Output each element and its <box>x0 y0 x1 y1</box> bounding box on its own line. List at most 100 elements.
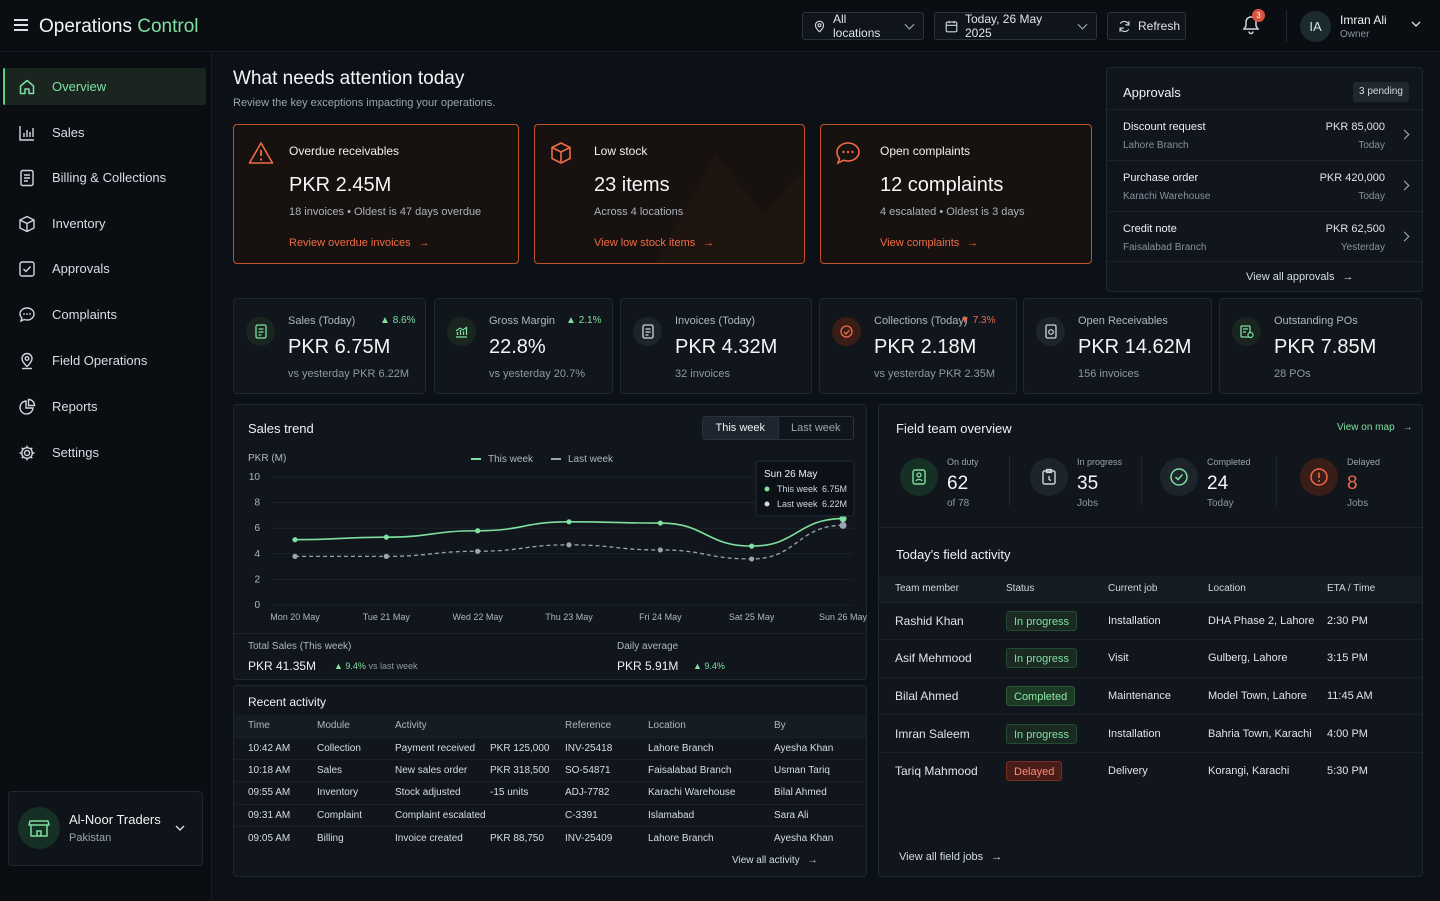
sidebar-item-settings[interactable]: Settings <box>3 434 206 471</box>
table-cell: Bilal Ahmed <box>895 688 959 703</box>
alert-link[interactable]: View complaints → <box>880 237 979 249</box>
view-on-map-link[interactable]: View on map → <box>1337 422 1413 433</box>
approval-location: Faisalabad Branch <box>1123 242 1207 253</box>
sidebar-item-label: Field Operations <box>52 353 148 368</box>
kpi-card-margin[interactable]: Gross Margin ▲ 2.1% 22.8% vs yesterday 2… <box>434 298 613 394</box>
table-header-bg <box>234 715 866 737</box>
approval-amount: PKR 85,000 <box>1325 121 1385 133</box>
sidebar-item-field-operations[interactable]: Field Operations <box>3 342 206 379</box>
table-cell: Bahria Town, Karachi <box>1208 727 1312 740</box>
data-point <box>383 553 389 559</box>
receipt-icon <box>20 169 34 186</box>
kpi-sub: vs yesterday PKR 6.22M <box>288 368 410 380</box>
stat-value: 24 <box>1207 473 1229 494</box>
table-cell: 2:30 PM <box>1327 614 1368 627</box>
refresh-button[interactable]: Refresh <box>1107 12 1186 40</box>
table-row[interactable]: 09:05 AM Billing Invoice created PKR 88,750… <box>234 826 866 849</box>
data-point <box>292 553 298 559</box>
recent-activity-title: Recent activity <box>248 695 327 709</box>
approval-row[interactable]: Purchase order Karachi Warehouse PKR 420… <box>1107 160 1422 211</box>
sidebar-item-overview[interactable]: Overview <box>3 68 206 105</box>
table-cell: PKR 125,000 <box>490 742 550 754</box>
sidebar-item-reports[interactable]: Reports <box>3 388 206 425</box>
view-all-activity-link[interactable]: View all activity → <box>732 855 818 866</box>
tooltip-marker <box>764 501 770 507</box>
sidebar-item-label: Complaints <box>52 307 118 322</box>
divider <box>1009 456 1010 506</box>
kpi-title: Gross Margin <box>489 315 556 327</box>
stat-sub: Jobs <box>1347 498 1369 509</box>
app-title: Operations Control <box>39 16 199 37</box>
alert-link[interactable]: Review overdue invoices → <box>289 237 430 249</box>
kpi-card-invoices[interactable]: Invoices (Today) PKR 4.32M 32 invoices <box>620 298 812 394</box>
sidebar-item-billing[interactable]: Billing & Collections <box>3 159 206 196</box>
data-point <box>839 521 847 529</box>
alert-card-complaints[interactable]: Open complaints 12 complaints 4 escalate… <box>820 124 1092 264</box>
table-row[interactable]: 09:31 AM Complaint Complaint escalated C-33… <box>234 804 866 826</box>
refresh-icon <box>1119 20 1130 32</box>
table-cell: Faisalabad Branch <box>648 765 732 777</box>
sidebar-item-complaints[interactable]: Complaints <box>3 296 206 333</box>
table-row[interactable]: Rashid Khan In progress Installation DHA Ph… <box>879 602 1422 640</box>
kpi-card-receivables[interactable]: Open Receivables PKR 14.62M 156 invoices <box>1023 298 1212 394</box>
table-row[interactable]: 10:42 AM Collection Payment received PKR 12… <box>234 737 866 759</box>
data-point <box>657 520 663 526</box>
alert-card-overdue[interactable]: Overdue receivables PKR 2.45M 18 invoice… <box>233 124 519 264</box>
kpi-card-pos[interactable]: Outstanding POs PKR 7.85M 28 POs <box>1219 298 1422 394</box>
arrow-right-icon: → <box>991 851 1003 863</box>
date-selector[interactable]: Today, 26 May 2025 <box>934 12 1097 40</box>
data-point <box>475 528 481 534</box>
view-all-approvals-link[interactable]: View all approvals → <box>1246 271 1354 283</box>
alert-card-low-stock[interactable]: Low stock 23 items Across 4 locations Vi… <box>534 124 805 264</box>
table-row[interactable]: Asif Mehmood In progress Visit Gulberg, Lah… <box>879 639 1422 678</box>
avatar[interactable]: IA <box>1300 11 1331 42</box>
sales-trend-title: Sales trend <box>248 421 314 436</box>
stat-sub: Today <box>1207 498 1234 509</box>
data-point <box>749 556 755 562</box>
kpi-delta: ▼ 7.3% <box>960 315 996 326</box>
user-name[interactable]: Imran Ali <box>1340 13 1387 27</box>
approval-type: Purchase order <box>1123 172 1199 184</box>
location-selector[interactable]: All locations <box>802 12 924 40</box>
table-row[interactable]: 09:55 AM Inventory Stock adjusted -15 units… <box>234 781 866 804</box>
divider <box>1141 456 1142 506</box>
table-cell: DHA Phase 2, Lahore <box>1208 614 1315 627</box>
sidebar-item-sales[interactable]: Sales <box>3 114 206 151</box>
gear-icon <box>19 445 35 460</box>
table-row[interactable]: Imran Saleem In progress Installation Bahri… <box>879 714 1422 753</box>
arrow-right-icon: → <box>1342 271 1354 283</box>
table-cell: In progress <box>1006 640 1108 678</box>
field-activity-title: Today's field activity <box>896 547 1011 562</box>
alert-detail: 18 invoices • Oldest is 47 days overdue <box>289 206 482 218</box>
kpi-card-sales[interactable]: Sales (Today) ▲ 8.6% PKR 6.75M vs yester… <box>233 298 426 394</box>
approvals-panel: Approvals <box>1106 67 1423 292</box>
approval-row[interactable]: Discount request Lahore Branch PKR 85,00… <box>1107 109 1422 160</box>
sidebar-item-inventory[interactable]: Inventory <box>3 205 206 242</box>
tab-last-week[interactable]: Last week <box>790 422 841 434</box>
approval-row[interactable]: Credit note Faisalabad Branch PKR 62,500… <box>1107 211 1422 262</box>
organization-switcher[interactable]: Al-Noor Traders Pakistan <box>8 791 203 866</box>
x-tick-label: Thu 23 May <box>545 612 593 622</box>
table-row[interactable]: Tariq Mahmood Delayed Delivery Korangi, Kar… <box>879 752 1422 790</box>
tab-this-week[interactable]: This week <box>703 417 779 439</box>
tooltip-label: Last week <box>777 499 818 509</box>
arrow-right-icon: → <box>967 237 979 249</box>
store-icon <box>18 807 60 849</box>
table-cell: 5:30 PM <box>1327 765 1368 778</box>
table-header: Team member Status Current job Location … <box>879 576 1422 602</box>
kpi-card-collections[interactable]: Collections (Today) ▼ 7.3% PKR 2.18M vs … <box>819 298 1017 394</box>
table-cell: SO-54871 <box>565 765 611 777</box>
table-row[interactable]: Bilal Ahmed Completed Maintenance Model Tow… <box>879 677 1422 715</box>
menu-icon[interactable] <box>14 19 28 31</box>
document-icon <box>633 317 662 346</box>
view-all-field-jobs-link[interactable]: View all field jobs → <box>899 851 1003 863</box>
kpi-sub: 156 invoices <box>1078 368 1140 380</box>
chevron-down-icon[interactable] <box>1411 20 1421 28</box>
kpi-delta: ▲ 8.6% <box>380 315 416 326</box>
sidebar-item-approvals[interactable]: Approvals <box>3 250 206 287</box>
alert-link[interactable]: View low stock items → <box>594 237 715 249</box>
status-badge: In progress <box>1006 610 1078 631</box>
table-row[interactable]: 10:18 AM Sales New sales order PKR 318,500 S… <box>234 759 866 781</box>
week-toggle[interactable]: This week Last week <box>702 416 854 440</box>
stat-sub: of 78 <box>947 498 970 509</box>
